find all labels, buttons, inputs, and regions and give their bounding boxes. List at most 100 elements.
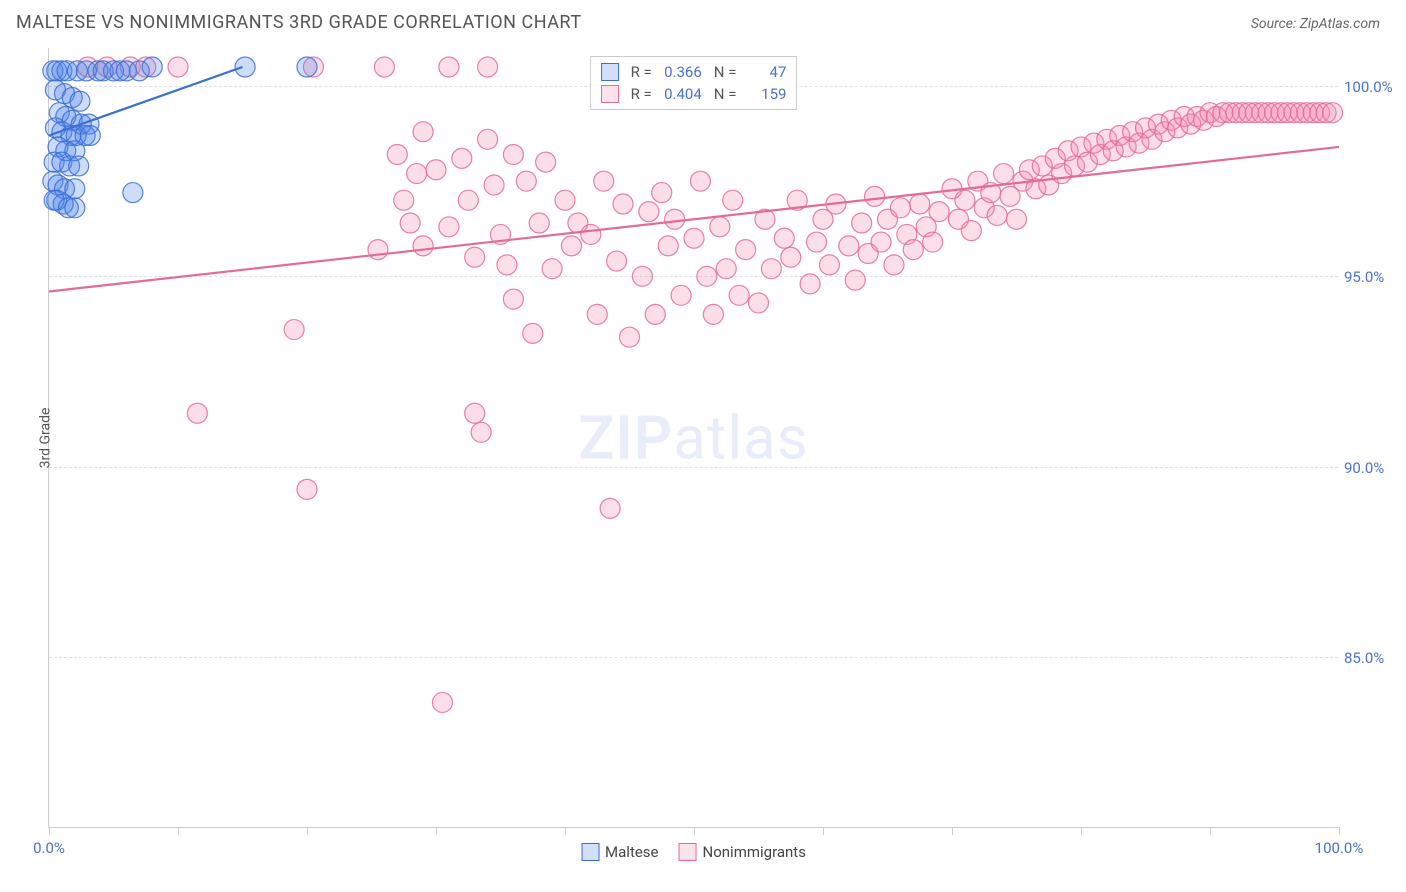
data-point bbox=[923, 232, 943, 252]
data-point bbox=[1007, 209, 1027, 229]
x-tick bbox=[307, 827, 308, 835]
data-point bbox=[465, 247, 485, 267]
data-point bbox=[703, 304, 723, 324]
data-point bbox=[645, 304, 665, 324]
x-tick bbox=[823, 827, 824, 835]
legend-label: Nonimmigrants bbox=[703, 843, 806, 861]
data-point bbox=[413, 122, 433, 142]
data-point bbox=[607, 251, 627, 271]
data-point bbox=[503, 145, 523, 165]
legend-stat-row: R = 0.404N = 159 bbox=[601, 83, 787, 105]
x-tick-label: 0.0% bbox=[33, 839, 65, 857]
data-point bbox=[458, 190, 478, 210]
stat-r-label: R = bbox=[631, 83, 652, 105]
source-attribution: Source: ZipAtlas.com bbox=[1251, 16, 1380, 32]
x-tick bbox=[436, 827, 437, 835]
bottom-legend: Maltese Nonimmigrants bbox=[581, 843, 806, 861]
data-point bbox=[400, 213, 420, 233]
data-point bbox=[536, 152, 556, 172]
x-tick bbox=[1339, 827, 1340, 835]
data-point bbox=[516, 171, 536, 191]
data-point bbox=[665, 209, 685, 229]
data-point bbox=[452, 148, 472, 168]
data-point bbox=[587, 304, 607, 324]
data-point bbox=[426, 160, 446, 180]
x-tick bbox=[49, 827, 50, 835]
data-point bbox=[594, 171, 614, 191]
data-point bbox=[774, 228, 794, 248]
stat-n-label: N = bbox=[714, 61, 737, 83]
legend-stat-row: R = 0.366 N = 47 bbox=[601, 61, 787, 83]
data-point bbox=[852, 213, 872, 233]
bottom-legend-item: Nonimmigrants bbox=[679, 843, 806, 861]
data-point bbox=[620, 327, 640, 347]
data-point bbox=[503, 289, 523, 309]
data-point bbox=[561, 236, 581, 256]
data-point bbox=[723, 190, 743, 210]
data-point bbox=[807, 232, 827, 252]
data-point bbox=[781, 247, 801, 267]
data-point bbox=[652, 183, 672, 203]
header-bar: MALTESE VS NONIMMIGRANTS 3RD GRADE CORRE… bbox=[0, 0, 1406, 39]
data-point bbox=[871, 232, 891, 252]
data-point bbox=[639, 202, 659, 222]
data-point bbox=[80, 126, 100, 146]
stat-n-value: 47 bbox=[744, 61, 786, 83]
data-point bbox=[439, 217, 459, 237]
data-point bbox=[929, 202, 949, 222]
legend-swatch bbox=[679, 843, 697, 861]
data-point bbox=[955, 190, 975, 210]
legend-swatch bbox=[581, 843, 599, 861]
chart-title: MALTESE VS NONIMMIGRANTS 3RD GRADE CORRE… bbox=[16, 12, 582, 33]
data-point bbox=[471, 422, 491, 442]
data-point bbox=[710, 217, 730, 237]
data-point bbox=[484, 175, 504, 195]
data-point bbox=[961, 221, 981, 241]
data-point bbox=[542, 259, 562, 279]
y-tick-label: 100.0% bbox=[1344, 78, 1394, 96]
bottom-legend-item: Maltese bbox=[581, 843, 658, 861]
data-point bbox=[523, 323, 543, 343]
data-point bbox=[297, 479, 317, 499]
data-point bbox=[613, 194, 633, 214]
data-point bbox=[994, 164, 1014, 184]
data-point bbox=[478, 57, 498, 77]
y-tick-label: 90.0% bbox=[1344, 459, 1394, 477]
data-point bbox=[407, 164, 427, 184]
data-point bbox=[187, 403, 207, 423]
stat-n-label: N = bbox=[714, 83, 737, 105]
data-point bbox=[581, 224, 601, 244]
data-point bbox=[70, 91, 90, 111]
stat-n-value: 159 bbox=[744, 83, 786, 105]
data-point bbox=[736, 240, 756, 260]
x-tick bbox=[694, 827, 695, 835]
stat-r-value: 0.366 bbox=[660, 61, 702, 83]
data-point bbox=[1323, 103, 1343, 123]
data-point bbox=[439, 57, 459, 77]
stats-legend: R = 0.366 N = 47R = 0.404N = 159 bbox=[590, 56, 798, 110]
x-tick bbox=[1081, 827, 1082, 835]
data-point bbox=[884, 255, 904, 275]
legend-swatch bbox=[601, 85, 619, 103]
data-point bbox=[690, 171, 710, 191]
data-point bbox=[658, 236, 678, 256]
y-tick-label: 85.0% bbox=[1344, 649, 1394, 667]
data-point bbox=[168, 57, 188, 77]
data-point bbox=[903, 240, 923, 260]
trendline bbox=[49, 147, 1339, 292]
data-point bbox=[297, 57, 317, 77]
data-point bbox=[716, 259, 736, 279]
data-point bbox=[142, 57, 162, 77]
x-tick bbox=[1210, 827, 1211, 835]
data-point bbox=[465, 403, 485, 423]
data-point bbox=[529, 213, 549, 233]
data-point bbox=[671, 285, 691, 305]
data-point bbox=[910, 194, 930, 214]
data-point bbox=[394, 190, 414, 210]
scatter-svg bbox=[49, 48, 1338, 827]
x-tick bbox=[952, 827, 953, 835]
x-tick bbox=[565, 827, 566, 835]
data-point bbox=[839, 236, 859, 256]
stat-r-label: R = bbox=[631, 61, 652, 83]
data-point bbox=[697, 266, 717, 286]
